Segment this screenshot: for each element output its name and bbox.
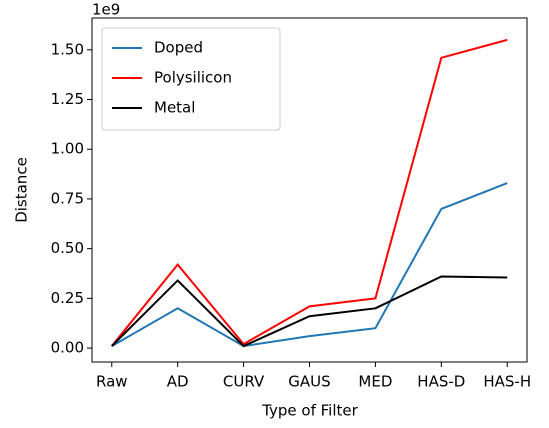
x-tick-label: GAUS	[288, 373, 330, 391]
y-tick-label: 0.25	[51, 289, 84, 307]
y-tick-label: 0.50	[51, 239, 84, 257]
x-tick-label: MED	[358, 373, 392, 391]
y-tick-label: 0.00	[51, 339, 84, 357]
y-tick-label: 1.00	[51, 140, 84, 158]
plot-frame	[91, 17, 528, 363]
y-tick-label: 1.50	[51, 40, 84, 58]
y-tick-label: 1.25	[51, 90, 84, 108]
legend-label: Metal	[154, 99, 195, 117]
y-tick-label: 0.75	[51, 189, 84, 207]
x-tick-label: Raw	[96, 373, 128, 391]
series-line	[111, 182, 508, 348]
legend-label: Polysilicon	[154, 69, 232, 87]
legend-label: Doped	[154, 39, 203, 57]
x-tick-label: CURV	[223, 373, 265, 391]
x-axis-label: Type of Filter	[261, 402, 358, 420]
legend-box	[101, 27, 281, 131]
series-line	[111, 275, 508, 348]
y-offset-label: 1e9	[92, 1, 120, 19]
series-line	[110, 38, 508, 347]
y-axis-label: Distance	[13, 157, 31, 223]
x-tick-label: HAS-H	[483, 373, 531, 391]
x-tick-label: AD	[167, 373, 189, 391]
x-tick-label: HAS-D	[417, 373, 465, 391]
